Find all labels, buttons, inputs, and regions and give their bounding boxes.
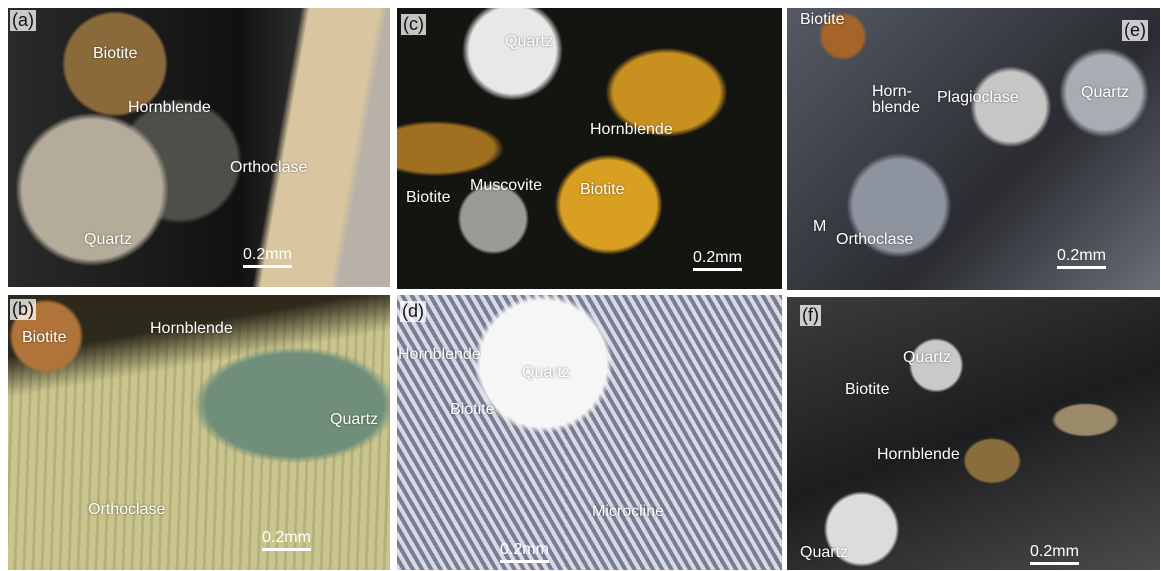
- mineral-label: Quartz: [522, 364, 571, 381]
- panel-letter: (c): [401, 14, 426, 35]
- micrograph-panel: (c) Quartz Hornblende Biotite Muscovite …: [397, 8, 782, 289]
- mineral-label: Orthoclase: [836, 231, 914, 248]
- panel-letter: (b): [10, 299, 36, 320]
- panel-letter: (f): [800, 305, 821, 326]
- mineral-label: Quartz: [800, 544, 849, 561]
- micrograph-panel: (d) Hornblende Quartz Biotite Microcline…: [397, 295, 782, 570]
- scale-bar: 0.2mm: [243, 246, 292, 268]
- mineral-label: Muscovite: [470, 177, 543, 194]
- mineral-label: Hornblende: [590, 121, 673, 138]
- mineral-label: Quartz: [330, 411, 379, 428]
- mineral-label: Quartz: [84, 231, 133, 248]
- micrograph-panel: Biotite (e) Horn- blende Plagioclase Qua…: [787, 8, 1160, 290]
- panel-letter: (e): [1122, 20, 1148, 41]
- scale-bar: 0.2mm: [500, 541, 549, 563]
- mineral-label: Plagioclase: [937, 89, 1019, 106]
- mineral-label: Biotite: [406, 189, 451, 206]
- mineral-label: Microcline: [592, 503, 665, 520]
- panel-letter: (a): [10, 10, 36, 31]
- scale-bar: 0.2mm: [262, 529, 311, 551]
- panel-letter: (d): [400, 301, 426, 322]
- mineral-label: M: [813, 218, 827, 235]
- mineral-label: Quartz: [903, 349, 952, 366]
- mineral-label: Quartz: [505, 33, 554, 50]
- mineral-label: Horn- blende: [872, 83, 921, 116]
- mineral-label: Quartz: [1081, 84, 1130, 101]
- micrograph-panel: (a) Biotite Hornblende Orthoclase Quartz…: [8, 8, 390, 287]
- scale-bar: 0.2mm: [1030, 543, 1079, 565]
- mineral-label: Biotite: [800, 11, 845, 28]
- mineral-label: Hornblende: [128, 99, 211, 116]
- micrograph-panel: (b) Biotite Hornblende Quartz Orthoclase…: [8, 295, 390, 570]
- mineral-label: Biotite: [845, 381, 890, 398]
- mineral-label: Biotite: [93, 45, 138, 62]
- mineral-label: Hornblende: [150, 320, 233, 337]
- mineral-label: Hornblende: [877, 446, 960, 463]
- mineral-label: Orthoclase: [230, 159, 308, 176]
- scale-bar: 0.2mm: [693, 249, 742, 271]
- mineral-label: Hornblende: [398, 346, 481, 363]
- mineral-label: Biotite: [450, 401, 495, 418]
- scale-bar: 0.2mm: [1057, 247, 1106, 269]
- mineral-label: Biotite: [22, 329, 67, 346]
- mineral-label: Orthoclase: [88, 501, 166, 518]
- mineral-label: Biotite: [580, 181, 625, 198]
- micrograph-panel: (f) Quartz Biotite Hornblende Quartz 0.2…: [787, 297, 1160, 570]
